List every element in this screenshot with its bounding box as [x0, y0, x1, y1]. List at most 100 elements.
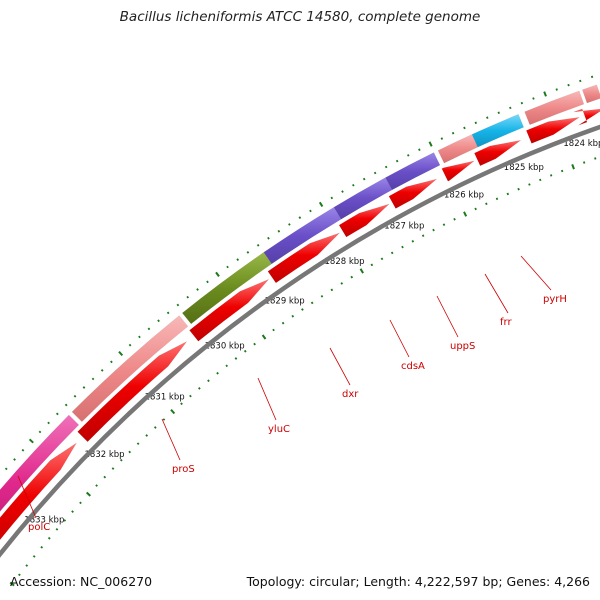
- yluC-upper-gene: [189, 279, 269, 342]
- kbp-label: 1831 kbp: [145, 392, 185, 402]
- proS-gene: [71, 315, 189, 423]
- kbp-tick: [225, 364, 229, 368]
- inner-tick: [13, 458, 16, 461]
- frr-upper-gene: [441, 160, 475, 182]
- kbp-tick: [103, 475, 107, 479]
- kbp-tick: [485, 202, 488, 206]
- kbp-tick: [128, 450, 132, 454]
- kbp-tick: [25, 564, 29, 567]
- dxr-upper-gene: [267, 232, 340, 284]
- inner-tick: [91, 377, 95, 381]
- inner-tick: [82, 386, 86, 389]
- kbp-tick: [207, 379, 210, 383]
- gene-upper-right: [525, 117, 580, 144]
- kbp-tick: [549, 174, 553, 177]
- inner-tick: [555, 88, 558, 91]
- inner-tick: [4, 467, 8, 471]
- inner-tick: [330, 196, 334, 200]
- kbp-tick: [474, 207, 477, 211]
- inner-tick: [128, 343, 132, 347]
- inner-tick: [147, 327, 151, 331]
- inner-tick: [28, 438, 34, 444]
- kbp-tick: [18, 573, 21, 577]
- inner-tick: [256, 243, 260, 247]
- pyrH-gene: [471, 113, 525, 148]
- inner-tick: [246, 251, 250, 254]
- gene-label-cdsA: cdsA: [401, 361, 425, 372]
- kbp-tick: [421, 234, 425, 238]
- inner-tick: [47, 421, 50, 425]
- kbp-tick: [216, 371, 219, 375]
- inner-tick: [451, 131, 455, 135]
- kbp-label: 1827 kbp: [384, 222, 424, 232]
- kbp-tick: [234, 357, 238, 360]
- kbp-label: 1824 kbp: [563, 139, 600, 149]
- kbp-tick: [95, 484, 98, 487]
- kbp-tick: [9, 581, 15, 587]
- kbp-tick: [411, 239, 415, 243]
- kbp-tick: [359, 268, 364, 274]
- gene-label-uppS: uppS: [450, 341, 475, 352]
- kbp-tick: [86, 491, 91, 497]
- kbp-tick: [495, 197, 499, 201]
- inner-tick: [352, 183, 355, 187]
- map-title: Bacillus licheniformis ATCC 14580, compl…: [119, 9, 481, 25]
- kbp-tick: [442, 223, 446, 227]
- gene-label-pyrH: pyrH: [543, 294, 567, 305]
- leader-line: [436, 295, 459, 338]
- kbp-tick: [253, 342, 256, 346]
- polC-gene: [0, 442, 77, 541]
- inner-tick: [110, 360, 113, 364]
- polC-lower-gene: [0, 414, 80, 512]
- inner-tick: [196, 288, 199, 291]
- leader-line: [389, 319, 410, 358]
- kbp-tick: [180, 402, 183, 406]
- kbp-tick: [571, 164, 575, 170]
- kbp-tick: [594, 157, 597, 160]
- inner-tick: [55, 412, 59, 416]
- gene-lower-edge: [581, 84, 600, 104]
- inner-tick: [418, 148, 421, 152]
- uppS-gene: [385, 152, 441, 191]
- inner-tick: [532, 97, 535, 100]
- kbp-tick: [506, 192, 510, 196]
- kbp-tick: [350, 275, 354, 279]
- kbp-tick: [261, 334, 267, 340]
- kbp-label: 1826 kbp: [444, 190, 484, 200]
- kbp-tick: [63, 519, 67, 522]
- gene-lower-right: [524, 90, 585, 126]
- kbp-tick-track: 1824 kbp 1825 kbp 1826 kbp 1827 kbp 1828 kbp…: [4, 75, 600, 587]
- inner-tick: [318, 201, 324, 208]
- kbp-tick: [272, 328, 275, 332]
- frr-gene: [437, 134, 479, 164]
- kbp-tick: [453, 217, 456, 221]
- inner-tick: [267, 236, 270, 240]
- kbp-tick: [32, 555, 36, 558]
- kbp-tick: [119, 458, 123, 462]
- kbp-label: 1829 kbp: [265, 297, 305, 307]
- kbp-tick: [528, 183, 531, 186]
- inner-tick: [407, 154, 410, 157]
- kbp-tick: [79, 501, 82, 505]
- inner-tick: [384, 165, 388, 169]
- leader-line: [161, 418, 181, 461]
- inner-tick: [236, 258, 240, 262]
- inner-tick: [215, 271, 220, 277]
- kbp-tick: [517, 187, 520, 191]
- kbp-tick: [162, 418, 166, 421]
- inner-tick: [497, 111, 500, 115]
- genome-info-text: Topology: circular; Length: 4,222,597 bp…: [246, 574, 590, 589]
- kbp-tick: [560, 169, 564, 173]
- inner-tick: [373, 171, 377, 175]
- kbp-label: 1833 kbp: [24, 516, 64, 526]
- inner-tick: [474, 121, 478, 125]
- gene-labels: polC proS yluC dxr cdsA uppS frr pyrH: [17, 255, 567, 533]
- accession-text: Accession: NC_006270: [10, 574, 153, 589]
- kbp-tick: [198, 387, 201, 390]
- leader-line: [329, 347, 351, 386]
- inner-tick: [38, 430, 42, 434]
- backbone-line: [0, 124, 600, 558]
- kbp-tick: [111, 467, 115, 470]
- inner-tick: [567, 83, 570, 87]
- kbp-label: 1832 kbp: [85, 450, 125, 460]
